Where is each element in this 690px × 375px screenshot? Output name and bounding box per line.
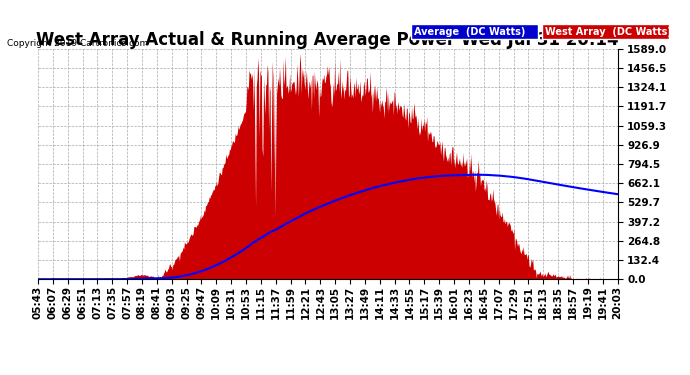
- Text: West Array  (DC Watts): West Array (DC Watts): [545, 27, 672, 37]
- Text: Copyright 2019 Cartronics.com: Copyright 2019 Cartronics.com: [7, 39, 148, 48]
- Title: West Array Actual & Running Average Power Wed Jul 31 20:14: West Array Actual & Running Average Powe…: [37, 31, 619, 49]
- Text: Average  (DC Watts): Average (DC Watts): [414, 27, 525, 37]
